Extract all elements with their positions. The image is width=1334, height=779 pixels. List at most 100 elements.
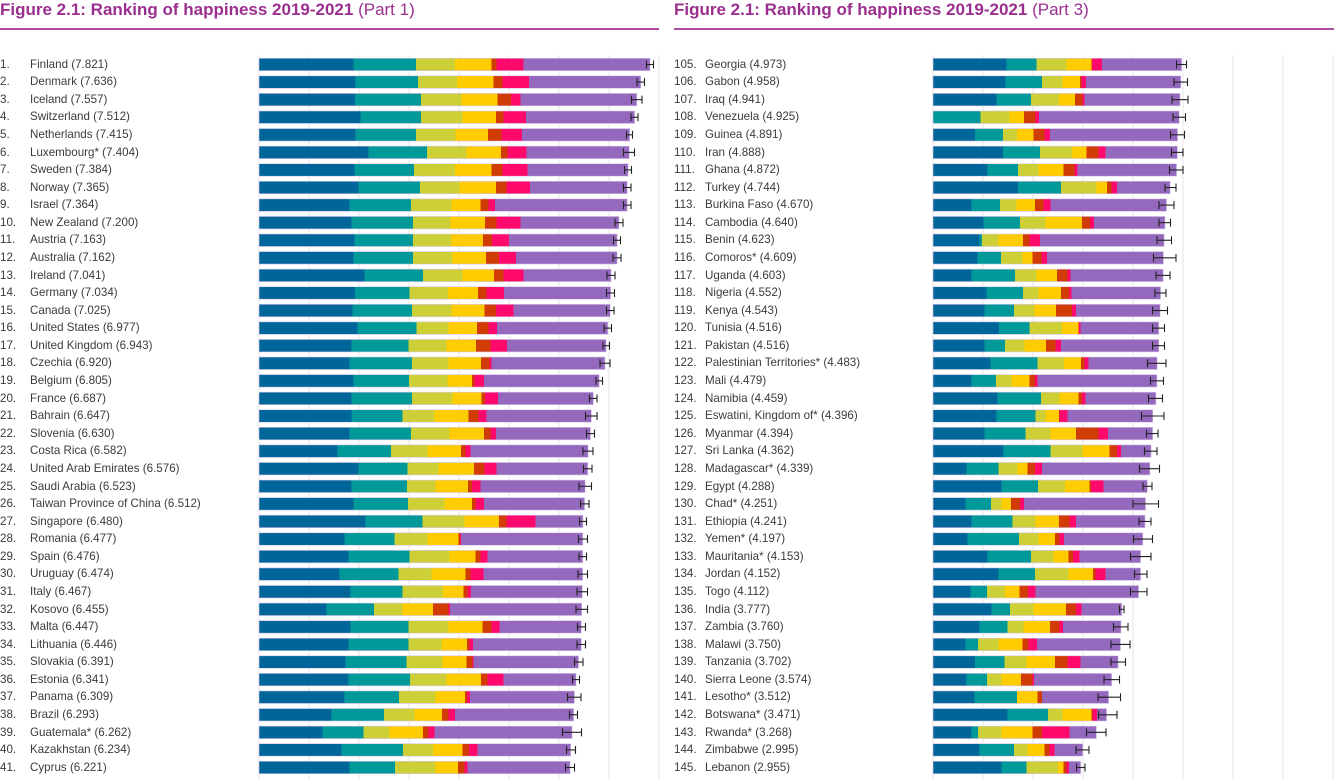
segment-corruption	[1067, 655, 1081, 669]
segment-social	[986, 286, 1023, 300]
segment-freedom	[1053, 550, 1069, 563]
rank-number: 125.	[674, 409, 697, 423]
rank-number: 23.	[0, 444, 17, 458]
segment-health	[407, 462, 439, 475]
segment-social	[355, 128, 416, 142]
country-label: 18. Czechia (6.920)	[0, 354, 112, 372]
bar-row	[258, 409, 598, 423]
segment-residual	[1047, 251, 1164, 265]
segment-health	[1010, 603, 1034, 616]
segment-corruption	[1092, 708, 1097, 722]
country-name-score: Venezuela (4.925)	[705, 110, 800, 124]
segment-corruption	[1043, 198, 1051, 212]
segment-residual	[1035, 585, 1139, 598]
country-name-score: Namibia (4.459)	[705, 391, 788, 405]
segment-freedom	[457, 75, 494, 89]
segment-residual	[520, 216, 619, 229]
segment-generosity	[467, 638, 470, 651]
segment-health	[987, 585, 1005, 598]
country-name-score: Germany (7.034)	[30, 286, 118, 300]
segment-gdp	[259, 585, 351, 598]
segment-gdp	[933, 708, 1008, 722]
segment-health	[420, 181, 460, 194]
bar-row	[932, 708, 1118, 722]
country-label: 119. Kenya (4.543)	[674, 302, 778, 320]
segment-health	[412, 304, 452, 317]
segment-social	[349, 427, 411, 440]
segment-social	[1005, 75, 1042, 89]
segment-freedom	[443, 585, 464, 598]
rank-number: 119.	[674, 303, 696, 317]
segment-freedom	[1082, 444, 1110, 458]
country-name-score: Sierra Leone (3.574)	[705, 672, 812, 686]
figure-title: Figure 2.1: Ranking of happiness 2019-20…	[0, 0, 415, 20]
segment-generosity	[1061, 286, 1069, 300]
segment-corruption	[496, 216, 521, 229]
segment-gdp	[933, 216, 984, 229]
segment-social	[974, 690, 1017, 704]
segment-health	[1036, 58, 1067, 71]
segment-social	[337, 444, 391, 458]
segment-generosity	[1093, 567, 1096, 581]
segment-social	[975, 655, 1005, 669]
country-name-score: Pakistan (4.516)	[705, 338, 790, 352]
bar-row	[932, 409, 1165, 423]
segment-residual	[527, 163, 629, 177]
rank-number: 134.	[674, 567, 697, 581]
segment-generosity	[494, 269, 504, 282]
segment-health	[412, 392, 453, 405]
segment-residual	[1037, 638, 1121, 651]
rank-number: 130.	[674, 497, 697, 511]
segment-generosity	[1032, 726, 1042, 739]
segment-gdp	[933, 673, 967, 686]
segment-health	[1050, 444, 1083, 458]
rank-number: 29.	[0, 549, 17, 563]
segment-generosity	[483, 234, 492, 247]
segment-generosity	[488, 128, 502, 142]
segment-health	[418, 75, 457, 89]
country-name-score: Guinea (4.891)	[705, 128, 783, 141]
segment-residual	[1080, 655, 1119, 669]
segment-corruption	[1059, 620, 1063, 634]
country-label: 118. Nigeria (4.552)	[674, 284, 782, 302]
country-name-score: Lesotho* (3.512)	[705, 690, 791, 704]
country-name-score: Saudi Arabia (6.523)	[30, 479, 136, 493]
segment-freedom	[1017, 462, 1028, 475]
country-label: 31. Italy (6.467)	[0, 583, 91, 601]
rank-number: 132.	[674, 532, 697, 546]
segment-corruption	[1049, 743, 1055, 757]
segment-corruption	[464, 761, 468, 774]
country-name-score: Sri Lanka (4.362)	[705, 444, 794, 458]
segment-generosity	[1091, 58, 1092, 71]
segment-corruption	[506, 515, 536, 528]
country-name-score: Finland (7.821)	[30, 57, 108, 71]
segment-social	[322, 726, 364, 739]
rank-number: 19.	[0, 374, 17, 388]
segment-residual	[473, 655, 579, 669]
ranking-chart	[932, 55, 1334, 779]
segment-generosity	[1078, 392, 1082, 405]
segment-corruption	[506, 181, 530, 194]
segment-generosity	[1044, 743, 1050, 757]
segment-corruption	[1072, 304, 1076, 317]
segment-social	[984, 427, 1026, 440]
segment-residual	[523, 269, 612, 282]
country-label: 109. Guinea (4.891)	[674, 126, 782, 144]
segment-corruption	[1098, 427, 1108, 440]
segment-freedom	[1058, 761, 1064, 774]
rank-number: 32.	[0, 602, 17, 616]
segment-gdp	[933, 321, 999, 335]
segment-corruption	[448, 603, 450, 616]
segment-freedom	[998, 234, 1023, 247]
segment-residual	[461, 532, 583, 546]
segment-corruption	[1069, 515, 1076, 528]
figure-title-part: (Part 3)	[1027, 0, 1089, 19]
segment-health	[1012, 515, 1036, 528]
segment-generosity	[1027, 462, 1035, 475]
segment-health	[1025, 427, 1051, 440]
segment-freedom	[435, 480, 468, 493]
country-label: 129. Egypt (4.288)	[674, 478, 775, 496]
segment-generosity	[481, 357, 490, 370]
title-divider	[674, 28, 1334, 30]
country-label: 23. Costa Rica (6.582)	[0, 442, 127, 460]
